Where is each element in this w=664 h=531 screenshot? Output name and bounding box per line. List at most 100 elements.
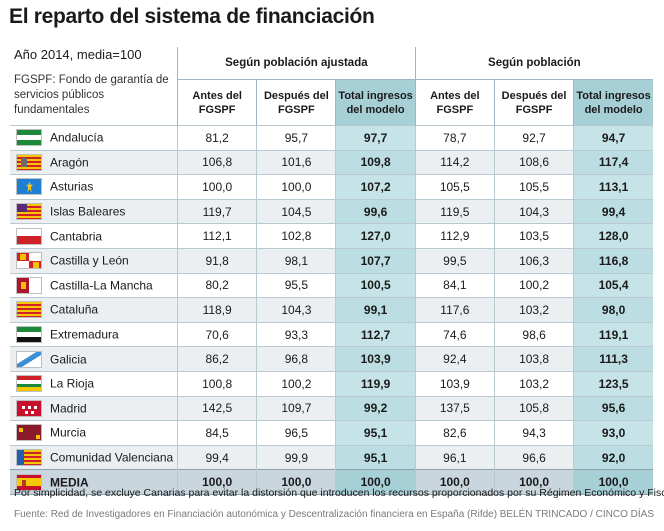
value-cell: 100,0: [177, 174, 257, 200]
value-cell: 106,8: [177, 149, 257, 175]
table-row: MEDIA 100,0 100,0 100,0 100,0 100,0 100,0: [10, 469, 653, 495]
value-cell: 96,1: [414, 444, 495, 470]
value-cell: 112,9: [414, 223, 495, 249]
value-cell: 99,1: [335, 297, 416, 323]
page-title: El reparto del sistema de financiación: [9, 5, 375, 28]
value-cell: 82,6: [414, 420, 495, 446]
region-name: Galicia: [50, 352, 87, 367]
col-header-before: Antes del FGSPF: [414, 79, 495, 126]
source-note: Fuente: Red de Investigadores en Financi…: [14, 509, 498, 520]
value-cell: 103,5: [493, 223, 574, 249]
value-cell: 100,2: [493, 272, 574, 298]
value-cell: 95,5: [256, 272, 336, 298]
table-body: Andalucía 81,2 95,7 97,7 78,7 92,7 94,7 Aragón 1…: [10, 125, 653, 495]
region-name: Comunidad Valenciana: [50, 450, 174, 465]
value-cell: 101,6: [256, 149, 336, 175]
region-name: MEDIA: [50, 475, 89, 490]
value-cell: 96,5: [256, 420, 336, 446]
region-flag-icon: [16, 203, 42, 221]
value-cell: 100,0: [493, 469, 574, 495]
value-cell: 94,7: [573, 125, 653, 151]
region-name: Castilla-La Mancha: [50, 278, 153, 293]
header-blank-2: [10, 80, 178, 126]
table-row: Cantabria 112,1 102,8 127,0 112,9 103,5 128,0: [10, 223, 653, 249]
value-cell: 95,1: [335, 444, 416, 470]
value-cell: 137,5: [414, 395, 495, 421]
value-cell: 86,2: [177, 346, 257, 372]
value-cell: 103,9: [335, 346, 416, 372]
table-row: Madrid 142,5 109,7 99,2 137,5 105,8 95,6: [10, 395, 653, 421]
region-cell: Murcia: [10, 420, 178, 446]
value-cell: 111,3: [573, 346, 653, 372]
value-cell: 119,5: [414, 198, 495, 224]
region-cell: Cataluña: [10, 297, 178, 323]
value-cell: 100,0: [335, 469, 416, 495]
value-cell: 119,1: [573, 321, 653, 347]
value-cell: 95,7: [256, 125, 336, 151]
value-cell: 96,8: [256, 346, 336, 372]
subtitle: Año 2014, media=100: [14, 47, 142, 62]
region-name: Extremadura: [50, 327, 119, 342]
financing-table: Según población ajustada Según población…: [10, 47, 653, 495]
value-cell: 102,8: [256, 223, 336, 249]
group-header-adjusted: Según población ajustada: [177, 47, 416, 80]
col-header-after: Después del FGSPF: [493, 79, 574, 126]
value-cell: 98,1: [256, 247, 336, 274]
table-row: Comunidad Valenciana 99,4 99,9 95,1 96,1 96,6…: [10, 444, 653, 470]
value-cell: 93,3: [256, 321, 336, 347]
value-cell: 100,0: [414, 469, 495, 495]
region-flag-icon: [16, 301, 42, 319]
table-row: Cataluña 118,9 104,3 99,1 117,6 103,2 98,0: [10, 297, 653, 323]
value-cell: 92,7: [493, 125, 574, 151]
value-cell: 100,0: [256, 469, 336, 495]
region-cell: Castilla-La Mancha: [10, 272, 178, 298]
value-cell: 99,9: [256, 444, 336, 470]
value-cell: 127,0: [335, 223, 416, 249]
region-cell: Cantabria: [10, 223, 178, 249]
region-flag-icon: [16, 449, 42, 467]
value-cell: 100,5: [335, 272, 416, 298]
value-cell: 103,9: [414, 370, 495, 397]
col-header-total: Total ingresos del modelo: [335, 79, 416, 126]
value-cell: 104,5: [256, 198, 336, 224]
region-cell: Aragón: [10, 149, 178, 175]
value-cell: 108,6: [493, 149, 574, 175]
header-blank: [10, 47, 178, 80]
value-cell: 100,0: [177, 469, 257, 495]
table-row: Castilla-La Mancha 80,2 95,5 100,5 84,1 100,2…: [10, 272, 653, 298]
value-cell: 104,3: [256, 297, 336, 323]
col-header-before: Antes del FGSPF: [177, 79, 257, 126]
region-name: Murcia: [50, 425, 87, 440]
table-row: Extremadura 70,6 93,3 112,7 74,6 98,6 119,1: [10, 321, 653, 347]
value-cell: 105,4: [573, 272, 653, 298]
region-name: Islas Baleares: [50, 204, 126, 219]
value-cell: 95,6: [573, 395, 653, 421]
value-cell: 78,7: [414, 125, 495, 151]
table-row: Islas Baleares 119,7 104,5 99,6 119,5 104,3 99…: [10, 198, 653, 224]
region-name: Aragón: [50, 155, 89, 170]
value-cell: 74,6: [414, 321, 495, 347]
region-flag-icon: [16, 252, 42, 270]
table-row: Galicia 86,2 96,8 103,9 92,4 103,8 111,3: [10, 346, 653, 372]
value-cell: 113,1: [573, 174, 653, 200]
region-name: Castilla y León: [50, 253, 129, 268]
value-cell: 106,3: [493, 247, 574, 274]
region-cell: La Rioja: [10, 370, 178, 397]
table-row: Andalucía 81,2 95,7 97,7 78,7 92,7 94,7: [10, 125, 653, 151]
value-cell: 100,8: [177, 370, 257, 397]
value-cell: 119,9: [335, 370, 416, 397]
footnote: Por simplicidad, se excluye Canarias par…: [14, 487, 664, 499]
region-name: Cataluña: [50, 302, 99, 317]
table-row: Castilla y León 91,8 98,1 107,7 99,5 106,3 116…: [10, 247, 653, 274]
credit: BELÉN TRINCADO / CINCO DÍAS: [499, 509, 654, 520]
value-cell: 112,1: [177, 223, 257, 249]
region-flag-icon: [16, 178, 42, 196]
value-cell: 94,3: [493, 420, 574, 446]
value-cell: 118,9: [177, 297, 257, 323]
region-name: Madrid: [50, 401, 87, 416]
region-cell: Comunidad Valenciana: [10, 444, 178, 470]
value-cell: 100,0: [573, 469, 653, 495]
value-cell: 98,0: [573, 297, 653, 323]
col-header-total: Total ingresos del modelo: [573, 79, 653, 126]
value-cell: 128,0: [573, 223, 653, 249]
